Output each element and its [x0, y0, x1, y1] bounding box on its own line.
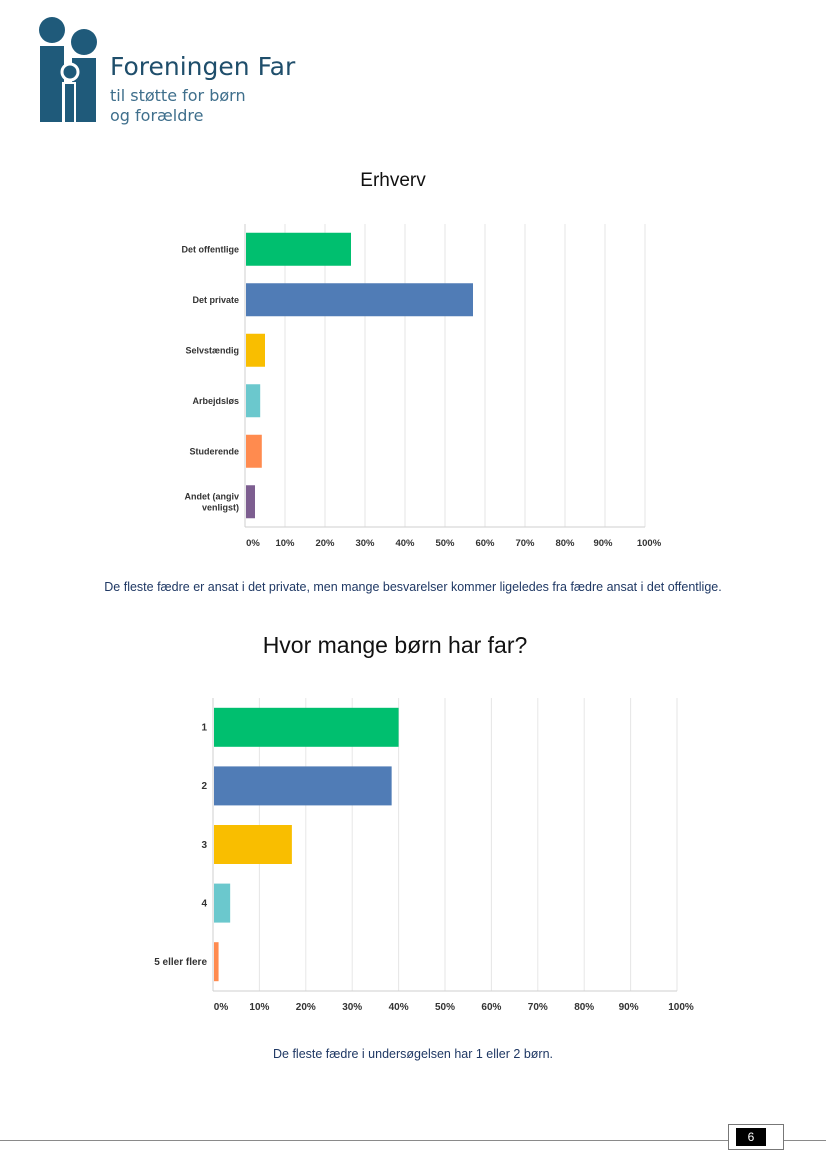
- x-tick-label: 90%: [593, 538, 613, 549]
- bar: [214, 942, 219, 982]
- x-tick-label: 70%: [528, 1002, 548, 1013]
- x-tick-label: 10%: [275, 538, 295, 549]
- x-tick-label: 40%: [395, 538, 415, 549]
- chart-caption-erhverv: De fleste fædre er ansat i det private, …: [104, 580, 722, 594]
- chart-caption-boern: De fleste fædre i undersøgelsen har 1 el…: [273, 1047, 553, 1061]
- org-tagline-line2: og forældre: [110, 106, 204, 125]
- page-number: 6: [736, 1128, 766, 1146]
- chart-boern: 1 2 3 4 5 eller flere 0% 10% 20% 30% 40% 50% 60% 70%…: [140, 696, 694, 1018]
- x-tick-label: 40%: [389, 1002, 409, 1013]
- x-tick-label: 80%: [555, 538, 575, 549]
- category-label: 1: [201, 723, 207, 734]
- category-label: Det offentlige: [182, 244, 240, 254]
- bar: [246, 485, 255, 519]
- chart-title-boern: Hvor mange børn har far?: [262, 632, 528, 658]
- x-tick-label: 70%: [515, 538, 535, 549]
- footer-rule-right: [784, 1140, 826, 1141]
- x-tick-label: 10%: [249, 1002, 269, 1013]
- bar: [214, 707, 399, 747]
- bar: [246, 283, 473, 317]
- category-label: 5 eller flere: [154, 957, 207, 968]
- x-tick-label: 20%: [315, 538, 335, 549]
- x-tick-label: 100%: [637, 538, 662, 549]
- category-label: 2: [201, 781, 207, 792]
- category-label: Arbejdsløs: [192, 396, 239, 406]
- bar: [246, 232, 351, 266]
- category-label: Andet (angiv venligst): [184, 491, 239, 512]
- category-label: Det private: [192, 295, 239, 305]
- footer-rule-left: [0, 1140, 728, 1141]
- chart-title-erhverv: Erhverv: [360, 170, 426, 191]
- category-label: Selvstændig: [185, 345, 239, 355]
- x-tick-label: 0%: [214, 1002, 229, 1013]
- x-tick-label: 60%: [481, 1002, 501, 1013]
- parent-child-figures-logo-icon: [39, 17, 97, 122]
- category-label: 3: [201, 840, 207, 851]
- bar: [246, 384, 261, 418]
- org-name: Foreningen Far: [110, 52, 296, 81]
- bar: [246, 434, 262, 468]
- x-tick-label: 30%: [342, 1002, 362, 1013]
- x-tick-label: 20%: [296, 1002, 316, 1013]
- bar: [214, 766, 392, 806]
- x-tick-label: 60%: [475, 538, 495, 549]
- x-tick-label: 30%: [355, 538, 375, 549]
- bar: [214, 825, 292, 864]
- logo: Foreningen Far til støtte for børn og fo…: [38, 16, 338, 128]
- x-tick-label: 90%: [619, 1002, 639, 1013]
- x-tick-label: 80%: [574, 1002, 594, 1013]
- x-tick-label: 0%: [246, 538, 260, 549]
- bar: [246, 333, 265, 367]
- org-tagline-line1: til støtte for børn: [110, 86, 246, 105]
- x-tick-label: 50%: [435, 538, 455, 549]
- x-tick-label: 50%: [435, 1002, 455, 1013]
- category-label: Studerende: [189, 446, 239, 456]
- x-tick-label: 100%: [668, 1002, 694, 1013]
- bar: [214, 883, 231, 923]
- chart-erhverv: Det offentlige Det private Selvstændig Arbe…: [140, 222, 662, 552]
- category-label: 4: [201, 898, 207, 909]
